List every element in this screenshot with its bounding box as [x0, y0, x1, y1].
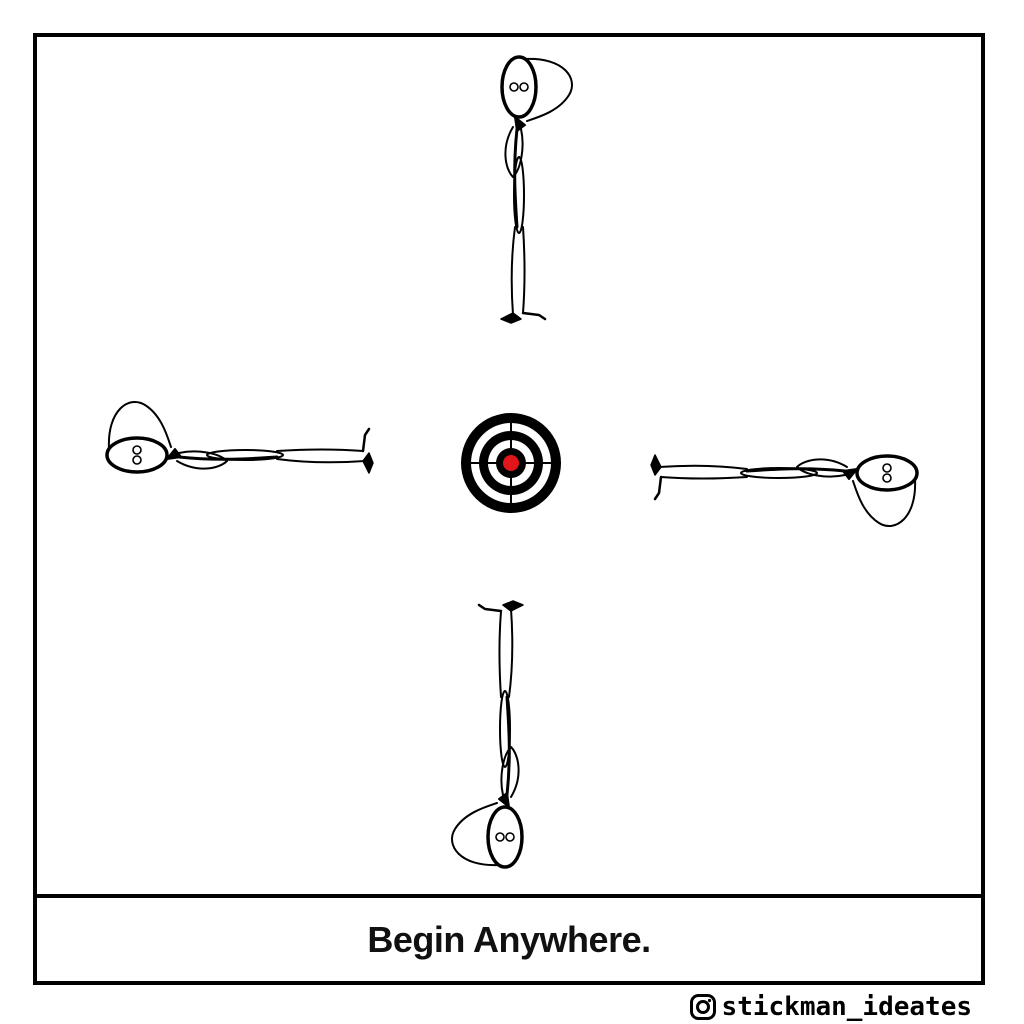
caption-box: Begin Anywhere.: [37, 898, 981, 981]
target-bullseye-icon: [460, 412, 562, 514]
stick-figure-left: [105, 400, 375, 475]
instagram-icon: [689, 994, 716, 1020]
stick-figure-right: [649, 453, 919, 528]
stick-figure-top: [499, 55, 574, 325]
caption-text: Begin Anywhere.: [367, 918, 651, 960]
comic-frame: Begin Anywhere.: [33, 33, 985, 985]
panel-scene: [105, 55, 919, 869]
watermark: stickman_ideates: [689, 990, 972, 1024]
stick-figure-bottom: [450, 599, 525, 869]
comic-panel: [37, 37, 981, 894]
caption-divider: [37, 894, 981, 898]
watermark-handle: stickman_ideates: [721, 992, 972, 1022]
